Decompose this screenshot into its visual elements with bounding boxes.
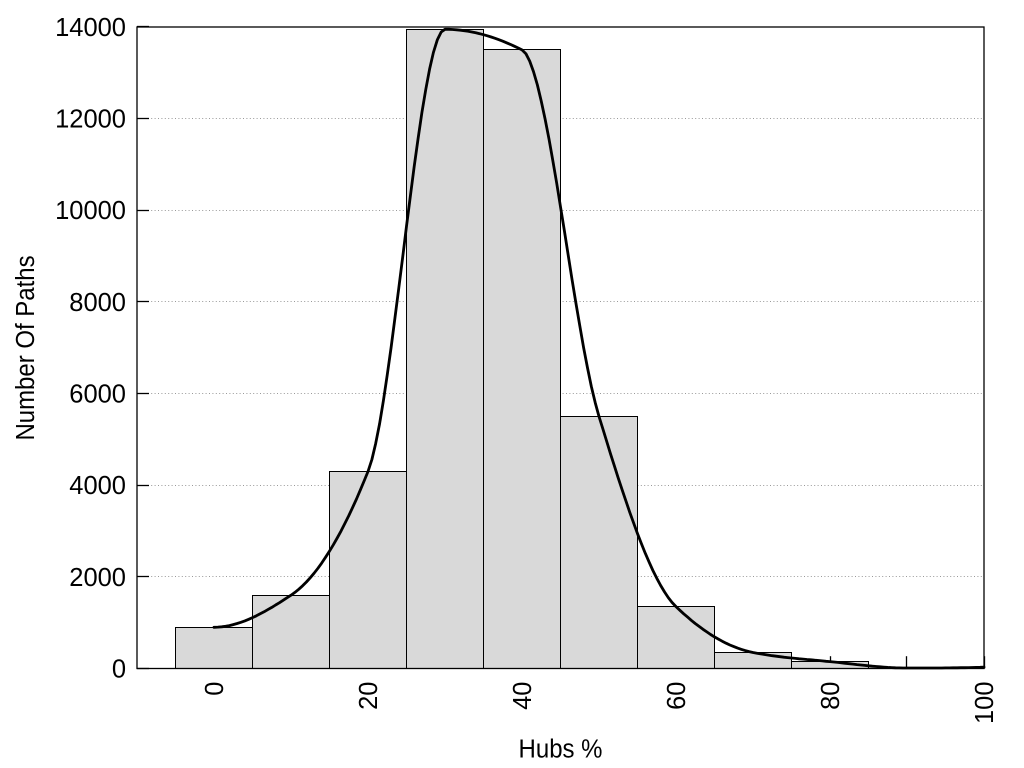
- svg-text:10000: 10000: [55, 197, 126, 225]
- svg-text:60: 60: [663, 682, 691, 710]
- svg-text:20: 20: [355, 682, 383, 710]
- svg-text:0: 0: [112, 655, 126, 683]
- svg-text:14000: 14000: [55, 14, 126, 42]
- svg-text:Number Of Paths: Number Of Paths: [12, 255, 40, 440]
- svg-text:0: 0: [201, 682, 229, 696]
- svg-text:8000: 8000: [69, 289, 126, 317]
- svg-text:80: 80: [817, 682, 845, 710]
- svg-text:Hubs %: Hubs %: [519, 736, 603, 764]
- svg-text:4000: 4000: [69, 472, 126, 500]
- svg-text:100: 100: [971, 682, 999, 725]
- svg-text:2000: 2000: [69, 564, 126, 592]
- svg-text:12000: 12000: [55, 106, 126, 134]
- svg-text:40: 40: [509, 682, 537, 710]
- svg-text:6000: 6000: [69, 381, 126, 409]
